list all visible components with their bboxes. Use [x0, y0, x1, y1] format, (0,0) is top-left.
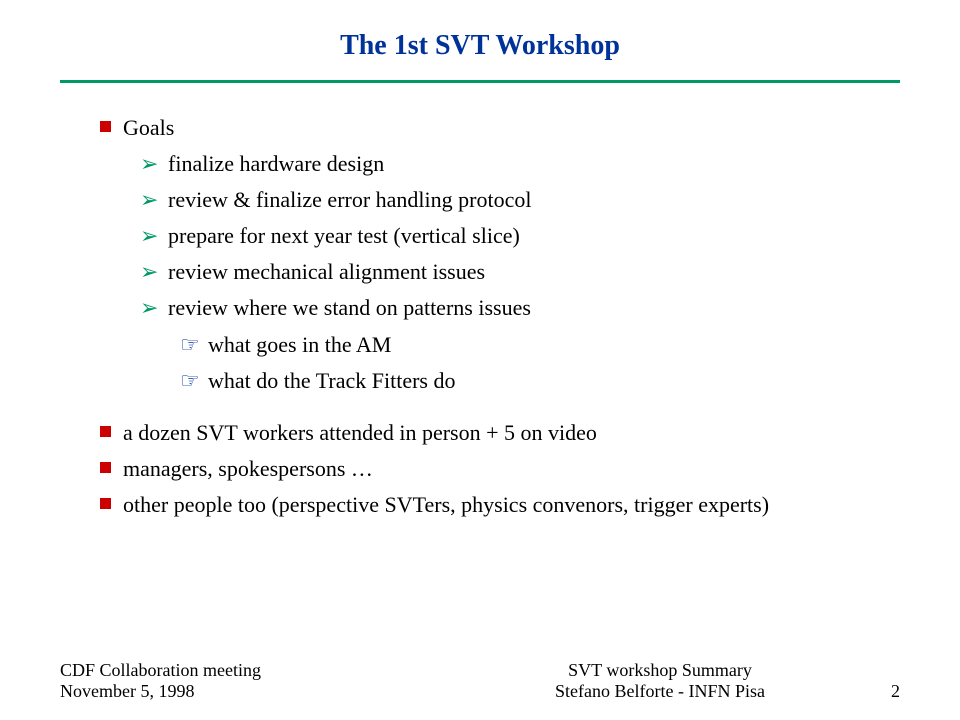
- list-item: other people too (perspective SVTers, ph…: [100, 488, 900, 522]
- pointer-icon: ☞: [180, 364, 198, 398]
- slide-title: The 1st SVT Workshop: [60, 30, 900, 62]
- item-text: review mechanical alignment issues: [168, 255, 900, 289]
- content-area: Goals ➢ finalize hardware design ➢ revie…: [60, 111, 900, 522]
- list-item: ➢ review mechanical alignment issues: [100, 255, 900, 289]
- page-number: 2: [860, 681, 900, 702]
- pointer-icon: ☞: [180, 328, 198, 362]
- list-item: managers, spokespersons …: [100, 452, 900, 486]
- footer-date: November 5, 1998: [60, 681, 460, 702]
- chevron-right-icon: ➢: [140, 183, 158, 217]
- slide-footer: CDF Collaboration meeting November 5, 19…: [60, 660, 900, 702]
- list-item: ➢ prepare for next year test (vertical s…: [100, 219, 900, 253]
- chevron-right-icon: ➢: [140, 219, 158, 253]
- square-bullet-icon: [100, 121, 111, 132]
- item-text: Goals: [123, 111, 900, 145]
- list-item: ☞ what do the Track Fitters do: [100, 364, 900, 398]
- square-bullet-icon: [100, 426, 111, 437]
- item-text: review & finalize error handling protoco…: [168, 183, 900, 217]
- square-bullet-icon: [100, 462, 111, 473]
- list-item: ➢ review & finalize error handling proto…: [100, 183, 900, 217]
- item-text: prepare for next year test (vertical sli…: [168, 219, 900, 253]
- chevron-right-icon: ➢: [140, 147, 158, 181]
- footer-center: SVT workshop Summary Stefano Belforte - …: [460, 660, 860, 702]
- chevron-right-icon: ➢: [140, 291, 158, 325]
- footer-author: Stefano Belforte - INFN Pisa: [460, 681, 860, 702]
- list-item: ☞ what goes in the AM: [100, 328, 900, 362]
- list-item: a dozen SVT workers attended in person +…: [100, 416, 900, 450]
- title-divider: [60, 80, 900, 83]
- list-item: ➢ review where we stand on patterns issu…: [100, 291, 900, 325]
- item-text: managers, spokespersons …: [123, 452, 900, 486]
- square-bullet-icon: [100, 498, 111, 509]
- list-item: ➢ finalize hardware design: [100, 147, 900, 181]
- item-text: what goes in the AM: [208, 328, 900, 362]
- item-text: other people too (perspective SVTers, ph…: [123, 488, 900, 522]
- item-text: finalize hardware design: [168, 147, 900, 181]
- item-text: what do the Track Fitters do: [208, 364, 900, 398]
- item-text: a dozen SVT workers attended in person +…: [123, 416, 900, 450]
- chevron-right-icon: ➢: [140, 255, 158, 289]
- item-text: review where we stand on patterns issues: [168, 291, 900, 325]
- footer-summary: SVT workshop Summary: [460, 660, 860, 681]
- list-item: Goals: [100, 111, 900, 145]
- footer-left: CDF Collaboration meeting November 5, 19…: [60, 660, 460, 702]
- footer-meeting: CDF Collaboration meeting: [60, 660, 460, 681]
